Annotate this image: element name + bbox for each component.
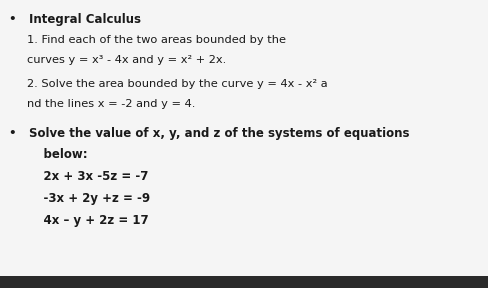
Text: 4x – y + 2z = 17: 4x – y + 2z = 17 xyxy=(27,214,148,227)
Text: -3x + 2y +z = -9: -3x + 2y +z = -9 xyxy=(27,192,150,205)
Text: below:: below: xyxy=(27,148,87,161)
Text: •   Integral Calculus: • Integral Calculus xyxy=(9,13,141,26)
Text: curves y = x³ - 4x and y = x² + 2x.: curves y = x³ - 4x and y = x² + 2x. xyxy=(27,55,225,65)
Text: •   Solve the value of x, y, and z of the systems of equations: • Solve the value of x, y, and z of the … xyxy=(9,127,408,140)
Text: 2. Solve the area bounded by the curve y = 4x - x² a: 2. Solve the area bounded by the curve y… xyxy=(27,79,327,89)
Text: 2x + 3x -5z = -7: 2x + 3x -5z = -7 xyxy=(27,170,148,183)
FancyBboxPatch shape xyxy=(0,276,488,288)
Text: nd the lines x = -2 and y = 4.: nd the lines x = -2 and y = 4. xyxy=(27,99,195,109)
Text: 1. Find each of the two areas bounded by the: 1. Find each of the two areas bounded by… xyxy=(27,35,285,45)
